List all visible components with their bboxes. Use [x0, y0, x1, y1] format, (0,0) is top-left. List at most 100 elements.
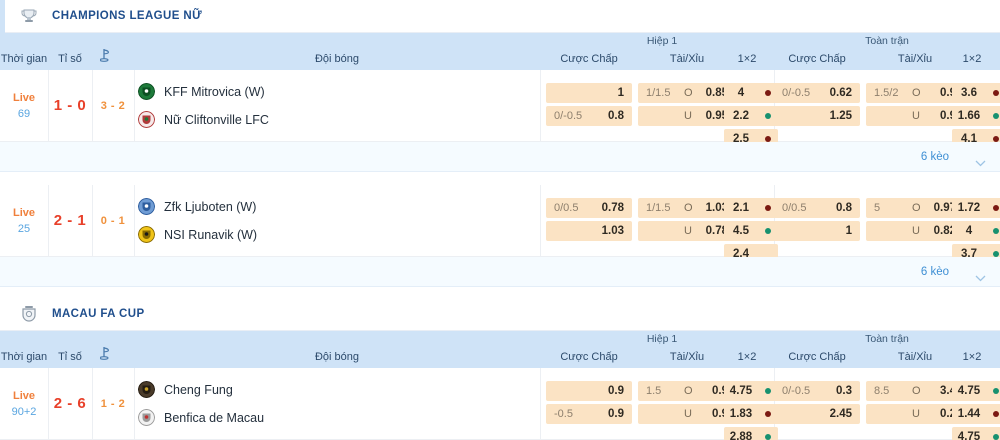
overunder-odds-cell[interactable]: 1/1.5 O 1.03: [638, 198, 736, 218]
handicap-odds-cell[interactable]: 1.25: [774, 106, 860, 126]
overunder-line: 8.5: [874, 385, 890, 397]
home-team-name: Cheng Fung: [164, 382, 233, 397]
halftime-score: 1 - 2: [100, 397, 126, 410]
handicap-odds-cell[interactable]: -0.5 0.9: [546, 404, 632, 424]
halftime-score: 3 - 2: [100, 99, 126, 112]
overunder-line: 1.5/2: [874, 87, 899, 99]
expand-odds-inner[interactable]: 6 kèo: [921, 257, 986, 287]
handicap-odds-value: 0.9: [608, 408, 624, 420]
handicap-line: 0/-0.5: [782, 87, 811, 99]
league0-column-label-handicap-half: Cược Chấp: [560, 53, 618, 65]
teams-cell[interactable]: Zfk Ljuboten (W) NSI Runavik (W): [134, 185, 540, 256]
column-group-first-half: Hiệp 1: [646, 35, 678, 47]
column-divider: [92, 70, 93, 141]
overunder-odds-cell[interactable]: U 0.82: [866, 221, 964, 241]
league0-column-label-overunder-full: Tài/Xỉu: [897, 53, 933, 65]
overunder-odds-cell[interactable]: 5 O 0.97: [866, 198, 964, 218]
overunder-odds-cell[interactable]: 1.5 O 0.9: [638, 381, 736, 401]
teams-cell[interactable]: Cheng Fung Benfica de Macau: [134, 368, 540, 439]
onextwo-odds-cell[interactable]: 2.88: [724, 427, 778, 440]
handicap-odds-value: 0.8: [836, 202, 852, 214]
onextwo-odds-cell[interactable]: 2.2: [724, 106, 778, 126]
section-spacer: [0, 287, 1000, 298]
onextwo-odds-cell[interactable]: 4.75: [952, 381, 1000, 401]
overunder-side: O: [912, 202, 921, 214]
trend-down-indicator: [993, 251, 999, 257]
trend-up-indicator: [993, 136, 999, 142]
onextwo-odds-value: 1.83: [729, 408, 753, 420]
onextwo-odds-cell[interactable]: 1.72: [952, 198, 1000, 218]
match-status-cell[interactable]: Live 90+2: [0, 368, 48, 439]
trend-down-indicator: [765, 388, 771, 394]
onextwo-odds-cell[interactable]: 4: [724, 83, 778, 103]
handicap-odds-cell[interactable]: 0/-0.5 0.3: [774, 381, 860, 401]
onextwo-odds-cell[interactable]: 3.6: [952, 83, 1000, 103]
column-label-score: Tỉ số: [58, 53, 82, 65]
league0-column-label-1x2-full: 1×2: [962, 53, 982, 65]
handicap-odds-cell[interactable]: 1: [774, 221, 860, 241]
onextwo-odds-value: 1.44: [957, 408, 981, 420]
corner-flag-icon: [99, 48, 113, 65]
home-team[interactable]: Cheng Fung: [138, 376, 540, 404]
onextwo-odds-cell[interactable]: 4.75: [952, 427, 1000, 440]
handicap-odds-cell[interactable]: 0/0.5 0.78: [546, 198, 632, 218]
cliftonville-crest-icon: [138, 111, 155, 128]
handicap-odds-cell[interactable]: 0.9: [546, 381, 632, 401]
overunder-line: 5: [874, 202, 881, 214]
column-divider: [92, 368, 93, 439]
overunder-odds-cell[interactable]: U 0.9: [866, 106, 964, 126]
handicap-odds-cell[interactable]: 2.45: [774, 404, 860, 424]
onextwo-odds-value: 2.88: [729, 431, 753, 440]
overunder-odds-cell[interactable]: U 0.78: [638, 221, 736, 241]
match-score: 2 - 6: [53, 395, 87, 412]
cheng-fung-crest-icon: [138, 381, 155, 398]
handicap-odds-cell[interactable]: 0/-0.5 0.62: [774, 83, 860, 103]
onextwo-odds-cell[interactable]: 1.66: [952, 106, 1000, 126]
onextwo-odds-value: 1.66: [957, 110, 981, 122]
home-team[interactable]: Zfk Ljuboten (W): [138, 193, 540, 221]
onextwo-odds-cell[interactable]: 2.1: [724, 198, 778, 218]
handicap-odds-cell[interactable]: 0/0.5 0.8: [774, 198, 860, 218]
trend-down-indicator: [765, 113, 771, 119]
column-divider: [134, 70, 135, 141]
onextwo-odds-value: 4.5: [733, 225, 749, 237]
away-team[interactable]: Nữ Cliftonville LFC: [138, 106, 540, 134]
column-divider: [48, 368, 49, 439]
onextwo-odds-cell[interactable]: 4.75: [724, 381, 778, 401]
overunder-odds-cell[interactable]: U 0.95: [638, 106, 736, 126]
chevron-down-icon[interactable]: [975, 154, 986, 166]
overunder-side: O: [912, 385, 921, 397]
home-team[interactable]: KFF Mitrovica (W): [138, 78, 540, 106]
league-header[interactable]: MACAU FA CUP: [0, 0, 1000, 331]
league-name: CHAMPIONS LEAGUE NỮ: [52, 10, 203, 22]
overunder-odds-cell[interactable]: 1.5/2 O 0.9: [866, 83, 964, 103]
onextwo-odds-cell[interactable]: 4.5: [724, 221, 778, 241]
column-group-first-half: Hiệp 1: [646, 333, 678, 345]
handicap-odds-cell[interactable]: 1.03: [546, 221, 632, 241]
league-header[interactable]: CHAMPIONS LEAGUE NỮ: [0, 0, 1000, 33]
onextwo-odds-cell[interactable]: 1.83: [724, 404, 778, 424]
column-divider: [48, 70, 49, 141]
match-status-cell[interactable]: Live 69: [0, 70, 48, 141]
away-team[interactable]: Benfica de Macau: [138, 404, 540, 432]
live-status-label: Live: [12, 389, 35, 402]
teams-cell[interactable]: KFF Mitrovica (W) Nữ Cliftonville LFC: [134, 70, 540, 141]
onextwo-odds-value: 1.72: [957, 202, 981, 214]
overunder-odds-cell[interactable]: 1/1.5 O 0.85: [638, 83, 736, 103]
chevron-down-icon[interactable]: [975, 269, 986, 281]
overunder-odds-cell[interactable]: U 0.9: [638, 404, 736, 424]
match-status-cell[interactable]: Live 25: [0, 185, 48, 256]
expand-odds-bar[interactable]: 6 kèo: [0, 142, 1000, 172]
overunder-odds-cell[interactable]: 8.5 O 3.4: [866, 381, 964, 401]
onextwo-odds-cell[interactable]: 1.44: [952, 404, 1000, 424]
handicap-odds-cell[interactable]: 0/-0.5 0.8: [546, 106, 632, 126]
away-team[interactable]: NSI Runavik (W): [138, 221, 540, 249]
onextwo-odds-cell[interactable]: 4: [952, 221, 1000, 241]
overunder-odds-cell[interactable]: U 0.2: [866, 404, 964, 424]
expand-odds-inner[interactable]: 6 kèo: [921, 142, 986, 172]
handicap-odds-cell[interactable]: 1: [546, 83, 632, 103]
column-label-time: Thời gian: [0, 53, 48, 65]
expand-odds-bar[interactable]: 6 kèo: [0, 257, 1000, 287]
league1-column-label-overunder-half: Tài/Xỉu: [669, 351, 705, 363]
